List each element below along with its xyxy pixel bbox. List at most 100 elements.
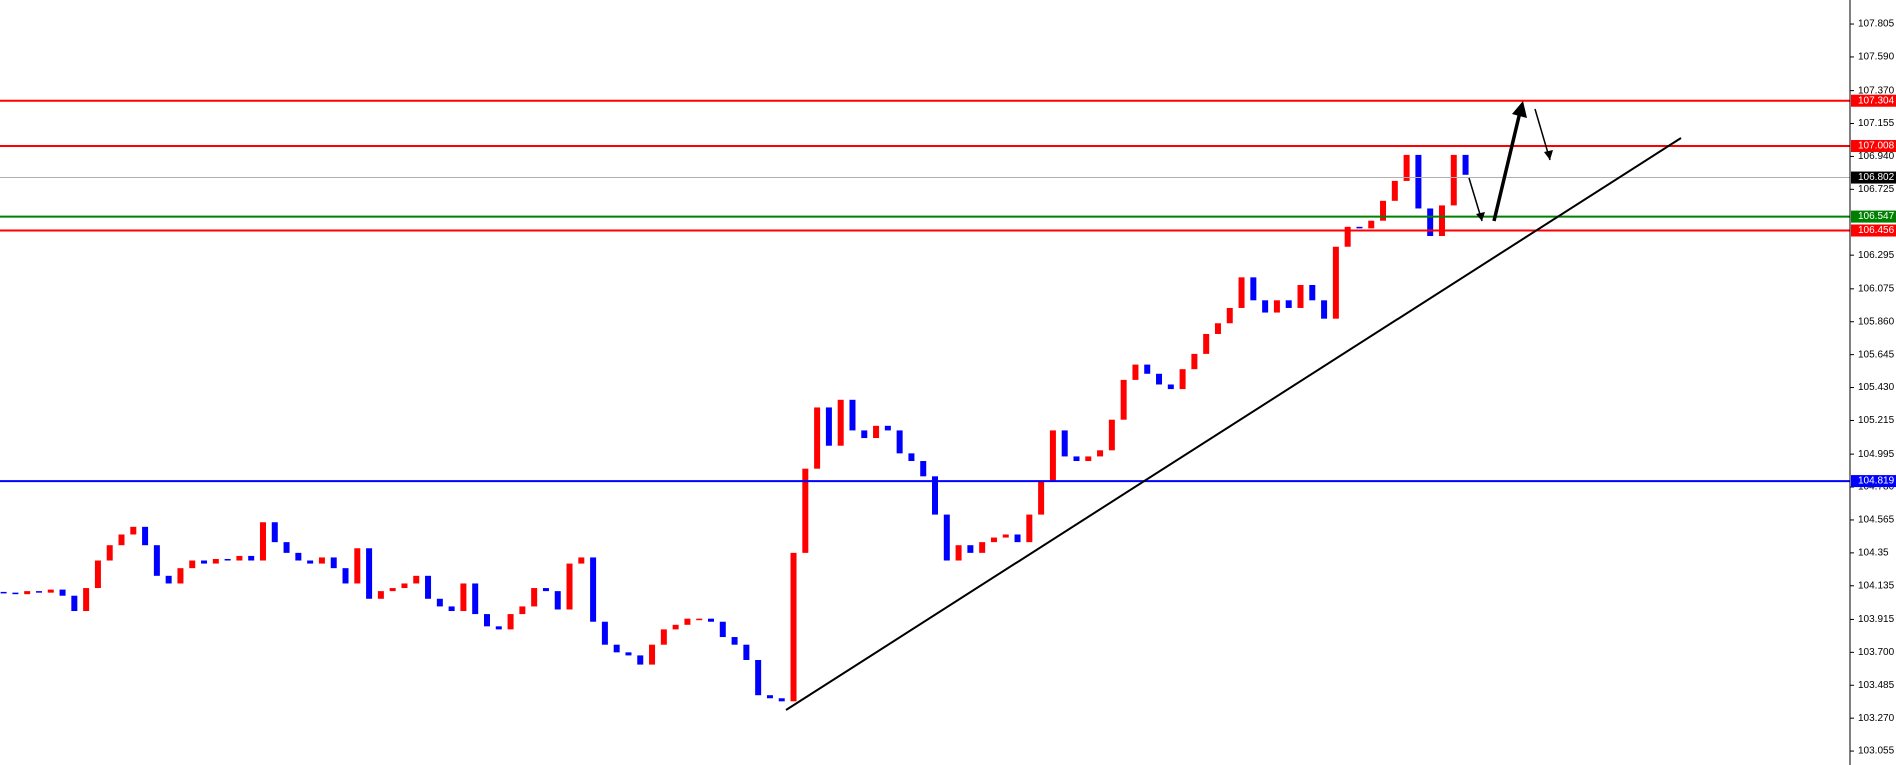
- candle: [731, 637, 738, 645]
- candle: [660, 629, 667, 645]
- candle: [1309, 285, 1316, 301]
- candle: [59, 589, 66, 596]
- candle: [1156, 373, 1163, 385]
- trend-line: [785, 137, 1682, 711]
- level-label-bg: [1851, 94, 1896, 107]
- candle: [1368, 220, 1375, 229]
- candle: [766, 695, 773, 699]
- candle: [377, 591, 384, 599]
- candle: [519, 606, 526, 615]
- y-tick-label: 103.270: [1858, 713, 1895, 724]
- candle: [507, 614, 514, 630]
- candle: [613, 644, 620, 653]
- candle: [413, 575, 420, 584]
- candle: [1214, 323, 1221, 334]
- candle: [1144, 364, 1151, 374]
- level-label-bg: [1851, 171, 1896, 184]
- candle: [153, 545, 160, 576]
- candle: [495, 626, 502, 630]
- candle: [401, 583, 408, 589]
- candle: [920, 461, 927, 477]
- y-tick-label: 104.995: [1858, 449, 1895, 460]
- candle: [1108, 419, 1115, 451]
- candle: [389, 588, 396, 592]
- plot-area: [0, 99, 1850, 702]
- candle: [1038, 480, 1045, 515]
- candle: [35, 591, 42, 593]
- candle: [1250, 277, 1257, 301]
- candle: [106, 545, 113, 561]
- candle: [896, 430, 903, 454]
- candle: [578, 557, 585, 564]
- candle: [342, 568, 349, 584]
- candle: [142, 526, 149, 546]
- level-label-bg: [1851, 224, 1896, 237]
- level-labels: 107.304 107.008 106.802 106.547 106.456 104.8…: [1851, 94, 1896, 488]
- candle: [1415, 154, 1422, 209]
- candle: [448, 606, 455, 612]
- y-tick-label: 105.645: [1858, 349, 1895, 360]
- arrow-head: [1512, 101, 1527, 118]
- y-tick-label: 106.075: [1858, 283, 1895, 294]
- y-tick-label: 105.430: [1858, 382, 1895, 393]
- candle: [884, 425, 891, 431]
- candle: [47, 589, 54, 593]
- candle: [177, 568, 184, 584]
- candle: [1002, 534, 1009, 538]
- candle: [1120, 379, 1127, 420]
- candle: [531, 588, 538, 607]
- candle: [601, 621, 608, 645]
- y-tick-label: 103.915: [1858, 614, 1895, 625]
- candle: [1273, 300, 1280, 313]
- y-tick-label: 105.215: [1858, 415, 1895, 426]
- candle: [295, 552, 302, 561]
- y-tick-label: 106.295: [1858, 250, 1895, 261]
- candle: [283, 542, 290, 553]
- arrow-head: [1544, 150, 1553, 160]
- candle: [1450, 154, 1457, 206]
- candle: [1203, 333, 1210, 354]
- candle: [130, 526, 137, 535]
- arrow-head: [1476, 212, 1485, 221]
- candle: [814, 407, 821, 469]
- candle: [649, 644, 656, 665]
- candle: [236, 555, 243, 561]
- y-tick-label: 104.565: [1858, 515, 1895, 526]
- candle: [943, 514, 950, 561]
- candle: [990, 537, 997, 543]
- candle: [354, 548, 361, 584]
- candle: [224, 558, 231, 561]
- candle: [1085, 456, 1092, 462]
- y-tick-label: 105.860: [1858, 316, 1895, 327]
- candle: [201, 560, 208, 564]
- candle: [94, 560, 101, 589]
- candle: [118, 534, 125, 546]
- price-axis-labels: 107.805 107.590 107.370 107.155 106.940 106.7…: [1850, 19, 1895, 757]
- candle: [1061, 430, 1068, 457]
- candle: [554, 591, 561, 610]
- level-label: 107.008: [1858, 141, 1895, 152]
- candle: [12, 592, 19, 595]
- candle: [1321, 300, 1328, 319]
- candle: [967, 545, 974, 553]
- candle: [212, 558, 219, 564]
- level-label: 106.802: [1858, 172, 1895, 183]
- candle: [778, 698, 785, 702]
- candle: [189, 560, 196, 569]
- candle: [71, 595, 78, 612]
- candle: [755, 660, 762, 696]
- candle: [743, 644, 750, 660]
- candle: [318, 557, 325, 564]
- candle: [24, 591, 31, 595]
- candle: [696, 618, 703, 621]
- candle: [307, 560, 314, 564]
- candle: [542, 588, 549, 592]
- y-tick-label: 107.155: [1858, 118, 1895, 129]
- y-tick-label: 103.700: [1858, 647, 1895, 658]
- candle: [248, 555, 255, 561]
- candle: [1356, 226, 1363, 229]
- candle: [908, 453, 915, 462]
- candle: [83, 588, 90, 612]
- candle: [436, 598, 443, 607]
- level-label: 104.819: [1858, 476, 1895, 487]
